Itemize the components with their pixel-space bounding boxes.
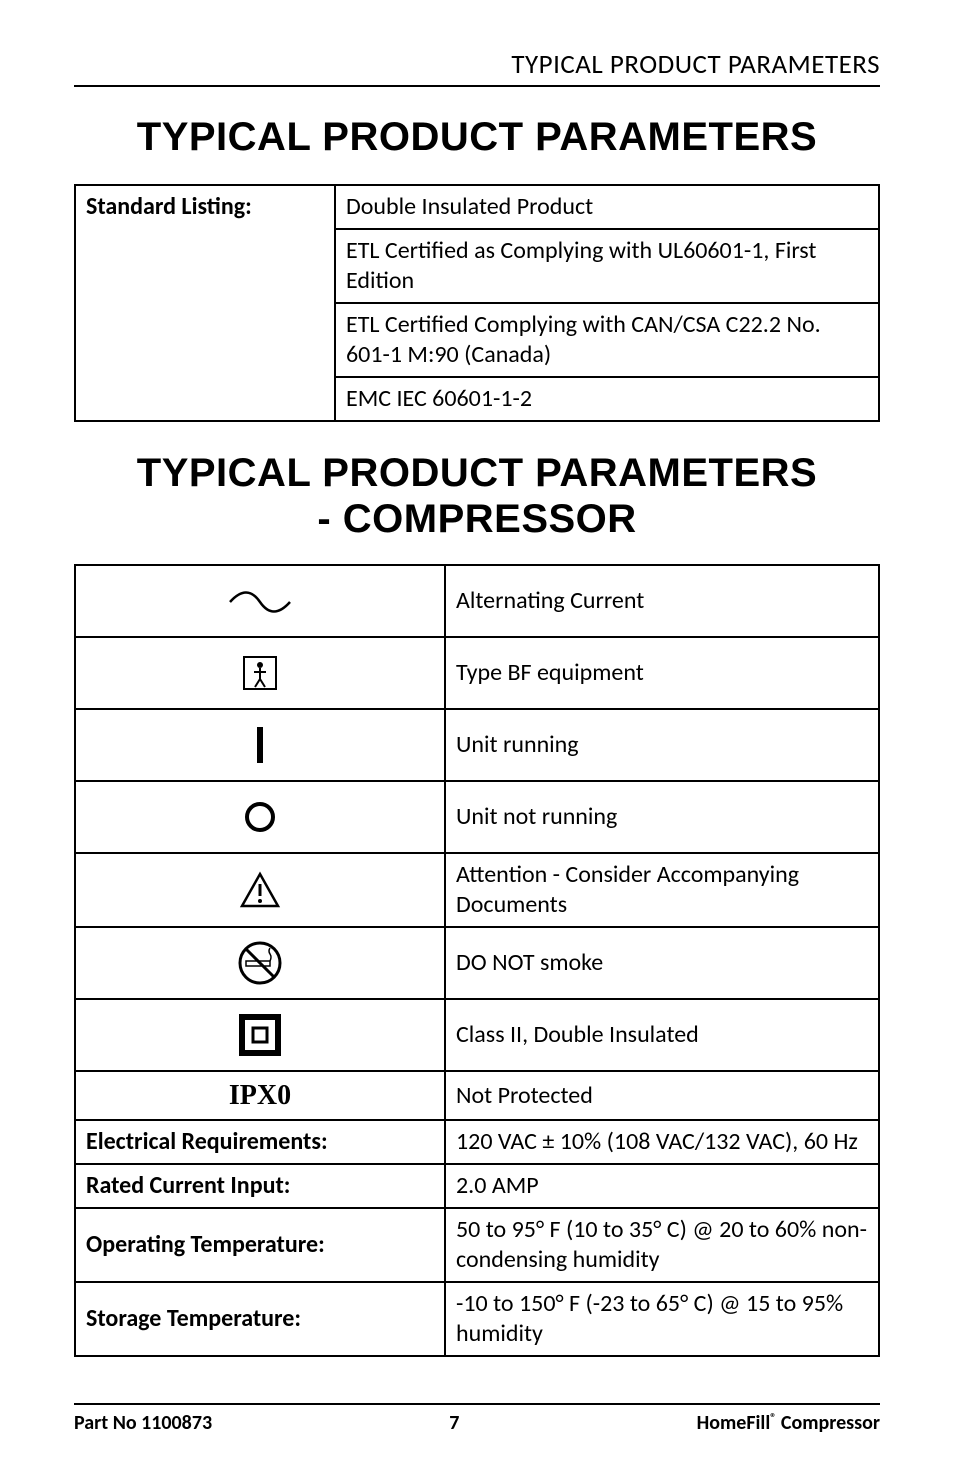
standards-value-cell: ETL Certified as Complying with UL60601-… [335,229,879,303]
page-header: TYPICAL PRODUCT PARAMETERS [74,48,880,87]
standards-value-cell: Double Insulated Product [335,185,879,229]
compressor-params-table: Alternating CurrentType BF equipmentUnit… [74,564,880,1357]
standards-table: Standard Listing:Double Insulated Produc… [74,184,880,422]
param-value-cell: Attention - Consider Accompanying Docume… [445,853,879,927]
param-label-cell: Storage Temperature: [75,1282,445,1356]
circle-icon [75,781,445,853]
standards-value-cell: EMC IEC 60601-1-2 [335,377,879,421]
param-label-cell: IPX0 [75,1071,445,1120]
table-row: Operating Temperature:50 to 95° F (10 to… [75,1208,879,1282]
table-row: Rated Current Input:2.0 AMP [75,1164,879,1208]
ac-icon [75,565,445,637]
standards-label-cell [75,229,335,303]
table-row: Unit running [75,709,879,781]
param-value-cell: -10 to 150° F (-23 to 65° C) @ 15 to 95%… [445,1282,879,1356]
param-value-cell: Unit running [445,709,879,781]
bf-icon [75,637,445,709]
nosmoke-icon [75,927,445,999]
standards-label-cell [75,377,335,421]
doubleins-icon [75,999,445,1071]
title-compressor: TYPICAL PRODUCT PARAMETERS - COMPRESSOR [74,450,880,542]
table-row: Class II, Double Insulated [75,999,879,1071]
table-row: Unit not running [75,781,879,853]
title2-line2: - COMPRESSOR [317,497,636,541]
footer-product-suffix: Compressor [776,1411,880,1435]
param-value-cell: DO NOT smoke [445,927,879,999]
table-row: Storage Temperature:-10 to 150° F (-23 t… [75,1282,879,1356]
header-section-title: TYPICAL PRODUCT PARAMETERS [511,48,880,81]
standards-label-cell [75,303,335,377]
standards-label-cell: Standard Listing: [75,185,335,229]
table-row: Attention - Consider Accompanying Docume… [75,853,879,927]
page-footer: Part No 1100873 7 HomeFill® Compressor [74,1403,880,1435]
table-row: Standard Listing:Double Insulated Produc… [75,185,879,229]
footer-product-prefix: HomeFill [697,1411,771,1435]
title-typical-product-parameters: TYPICAL PRODUCT PARAMETERS [74,115,880,160]
param-value-cell: Alternating Current [445,565,879,637]
table-row: ETL Certified as Complying with UL60601-… [75,229,879,303]
table-row: IPX0Not Protected [75,1071,879,1120]
table-row: ETL Certified Complying with CAN/CSA C22… [75,303,879,377]
table-row: Type BF equipment [75,637,879,709]
warning-icon [75,853,445,927]
param-value-cell: Unit not running [445,781,879,853]
footer-part-no: Part No 1100873 [74,1411,212,1435]
param-value-cell: 50 to 95° F (10 to 35° C) @ 20 to 60% no… [445,1208,879,1282]
footer-page-number: 7 [449,1411,459,1435]
title2-line1: TYPICAL PRODUCT PARAMETERS [137,451,817,495]
param-value-cell: Class II, Double Insulated [445,999,879,1071]
param-label-cell: Rated Current Input: [75,1164,445,1208]
table-row: EMC IEC 60601-1-2 [75,377,879,421]
table-row: Alternating Current [75,565,879,637]
param-label-cell: Operating Temperature: [75,1208,445,1282]
param-label-cell: Electrical Requirements: [75,1120,445,1164]
param-value-cell: Type BF equipment [445,637,879,709]
param-value-cell: Not Protected [445,1071,879,1120]
param-value-cell: 120 VAC ± 10% (108 VAC/132 VAC), 60 Hz [445,1120,879,1164]
param-value-cell: 2.0 AMP [445,1164,879,1208]
bar-icon [75,709,445,781]
table-row: DO NOT smoke [75,927,879,999]
footer-product-name: HomeFill® Compressor [697,1411,880,1435]
table-row: Electrical Requirements:120 VAC ± 10% (1… [75,1120,879,1164]
standards-value-cell: ETL Certified Complying with CAN/CSA C22… [335,303,879,377]
